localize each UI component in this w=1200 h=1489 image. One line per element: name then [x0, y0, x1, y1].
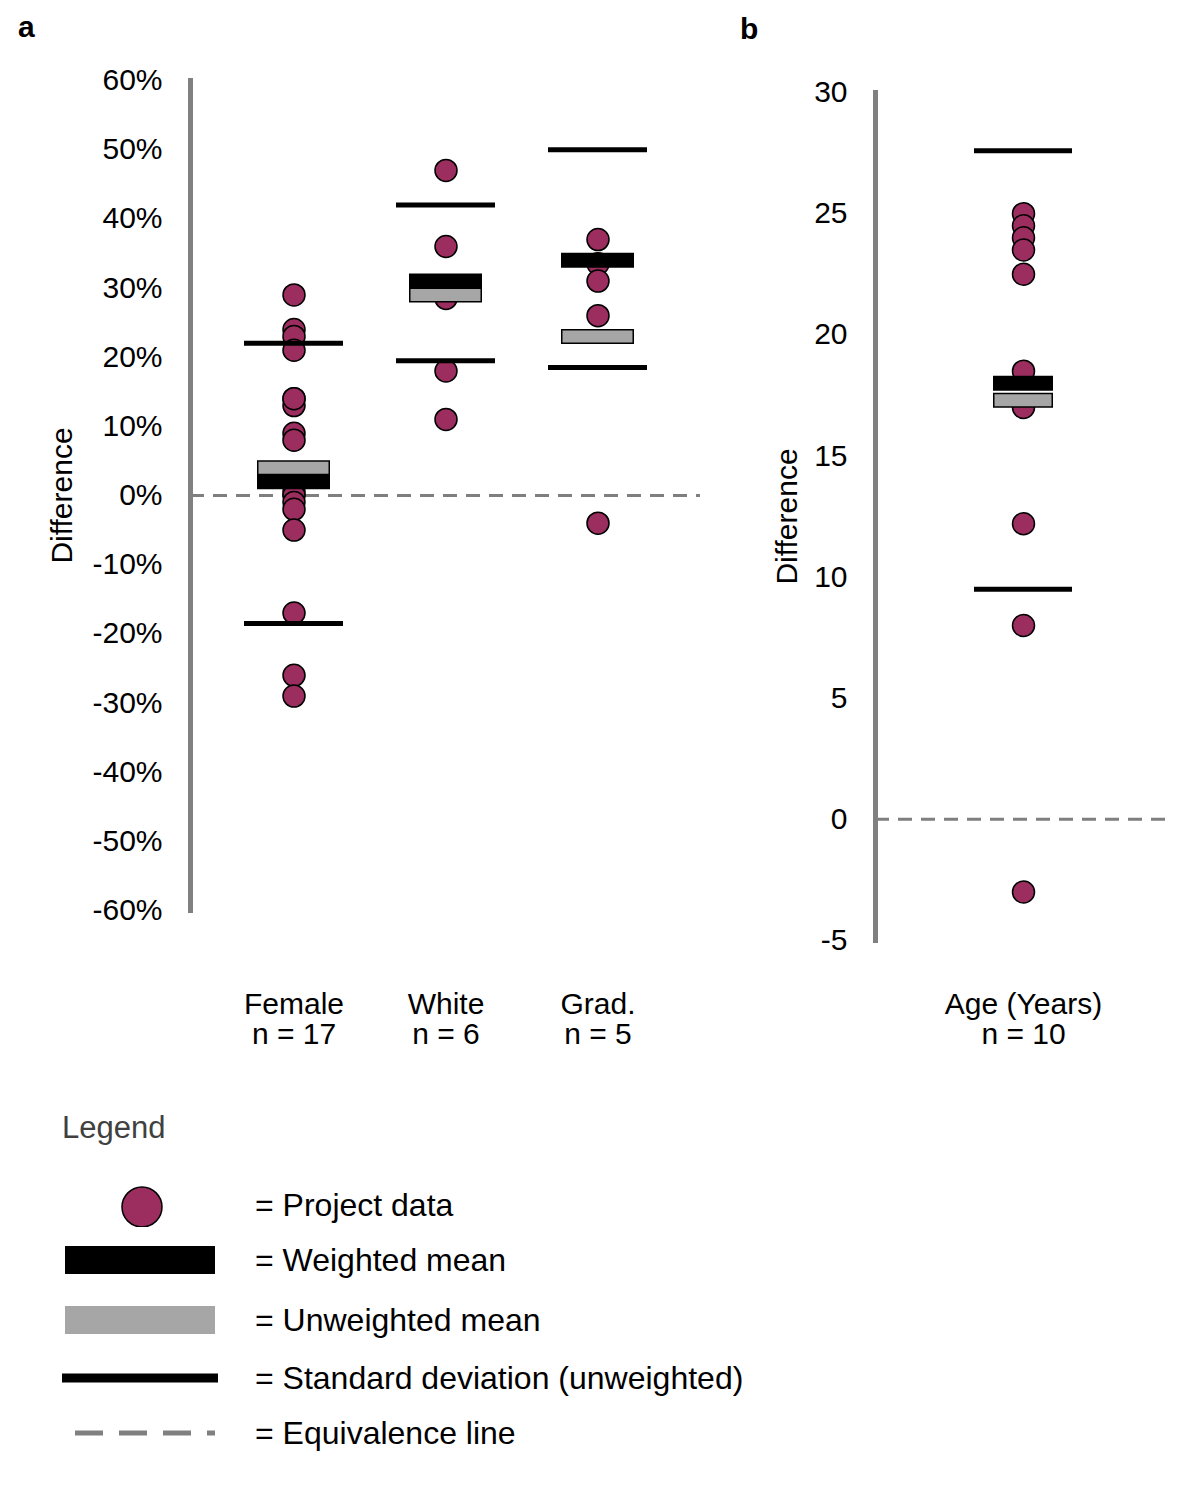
svg-text:-50%: -50% [92, 824, 162, 857]
html-text:= Project data: = Project data [255, 1187, 454, 1223]
html-text:b: b [740, 12, 759, 45]
html-text:Legend: Legend [62, 1110, 166, 1145]
svg-text:40%: 40% [102, 201, 162, 234]
html-text:a: a [18, 10, 35, 43]
svg-text:0: 0 [831, 802, 848, 835]
svg-text:-5: -5 [821, 923, 848, 956]
svg-text:-20%: -20% [92, 616, 162, 649]
svg-text:Femalen = 17: Femalen = 17 [244, 987, 344, 1050]
svg-text:-30%: -30% [92, 686, 162, 719]
svg-text:20: 20 [814, 317, 847, 350]
html-text:= Equivalence line: = Equivalence line [255, 1415, 516, 1451]
svg-text:15: 15 [814, 439, 847, 472]
svg-text:30%: 30% [102, 271, 162, 304]
svg-text:30: 30 [814, 75, 847, 108]
svg-text:-10%: -10% [92, 547, 162, 580]
svg-text:Difference: Difference [45, 427, 78, 563]
svg-text:10: 10 [814, 560, 847, 593]
html-text:= Unweighted mean: = Unweighted mean [255, 1302, 541, 1338]
svg-text:0%: 0% [119, 478, 162, 511]
svg-text:25: 25 [814, 196, 847, 229]
svg-text:60%: 60% [102, 63, 162, 96]
svg-text:20%: 20% [102, 340, 162, 373]
svg-text:50%: 50% [102, 132, 162, 165]
svg-text:-60%: -60% [92, 893, 162, 926]
svg-text:Age (Years)n = 10: Age (Years)n = 10 [945, 987, 1102, 1050]
svg-text:5: 5 [831, 681, 848, 714]
html-text:= Standard deviation (unweight: = Standard deviation (unweighted) [255, 1360, 744, 1396]
svg-text:Difference: Difference [770, 448, 803, 584]
svg-text:10%: 10% [102, 409, 162, 442]
svg-text:Whiten = 6: Whiten = 6 [408, 987, 485, 1050]
svg-text:Grad.n = 5: Grad.n = 5 [560, 987, 635, 1050]
svg-text:-40%: -40% [92, 755, 162, 788]
html-text:= Weighted mean: = Weighted mean [255, 1242, 507, 1278]
